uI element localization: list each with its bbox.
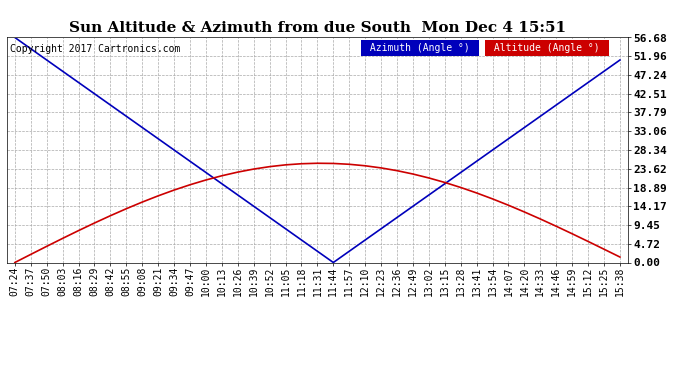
Text: Altitude (Angle °): Altitude (Angle °) [489,43,606,53]
Title: Sun Altitude & Azimuth from due South  Mon Dec 4 15:51: Sun Altitude & Azimuth from due South Mo… [69,21,566,35]
Text: Copyright 2017 Cartronics.com: Copyright 2017 Cartronics.com [10,44,180,54]
Text: Azimuth (Angle °): Azimuth (Angle °) [364,43,475,53]
